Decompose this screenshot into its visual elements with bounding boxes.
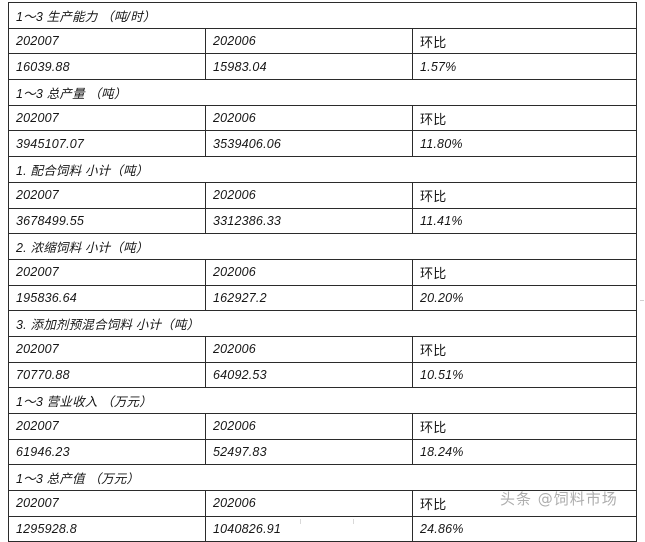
value-previous: 3312386.33 <box>205 207 413 235</box>
table-row: 16039.88 15983.04 1.57% <box>8 53 638 81</box>
value-current: 3678499.55 <box>8 207 206 235</box>
value-change: 11.80% <box>411 130 638 158</box>
value-current: 16039.88 <box>8 53 206 81</box>
section-title: 1～3 总产量 （吨） <box>7 79 638 106</box>
section-title: 1～3 营业收入 （万元） <box>7 387 638 414</box>
table-row: 1～3 营业收入 （万元） <box>7 387 638 414</box>
value-current: 70770.88 <box>8 361 206 389</box>
period-current-header: 202007 <box>8 27 206 55</box>
value-previous: 1040826.91 <box>205 515 413 542</box>
table-row: 1. 配合饲料 小计（吨） <box>7 156 638 183</box>
section-title: 2. 浓缩饲料 小计（吨） <box>7 233 638 260</box>
feed-industry-data-table: 1～3 生产能力 （吨/时） 202007 202006 环比 16039.88… <box>7 2 638 542</box>
period-current-header: 202007 <box>8 104 206 132</box>
table-row: 202007 202006 环比 <box>8 335 638 363</box>
table-row: 202007 202006 环比 <box>8 104 638 132</box>
table-row: 1～3 总产量 （吨） <box>7 79 638 106</box>
period-previous-header: 202006 <box>205 27 413 55</box>
change-header: 环比 <box>411 413 638 440</box>
change-header: 环比 <box>411 490 638 517</box>
table-row: 3945107.07 3539406.06 11.80% <box>8 130 638 158</box>
table-row: 3678499.55 3312386.33 11.41% <box>8 207 638 235</box>
table-row: 202007 202006 环比 <box>8 490 638 517</box>
section-title: 1～3 总产值 （万元） <box>7 464 638 492</box>
change-header: 环比 <box>411 335 638 363</box>
value-current: 1295928.8 <box>8 515 206 542</box>
value-change: 24.86% <box>411 515 638 542</box>
table-row: 1～3 生产能力 （吨/时） <box>7 2 638 29</box>
table-row: 1295928.8 1040826.91 24.86% <box>8 515 638 542</box>
period-current-header: 202007 <box>8 413 206 440</box>
table-row: 202007 202006 环比 <box>8 27 638 55</box>
period-previous-header: 202006 <box>205 413 413 440</box>
value-current: 195836.64 <box>8 284 206 312</box>
period-current-header: 202007 <box>8 258 206 286</box>
change-header: 环比 <box>411 181 638 209</box>
change-header: 环比 <box>411 258 638 286</box>
table-row: 1～3 总产值 （万元） <box>7 464 638 492</box>
table-row: 202007 202006 环比 <box>8 181 638 209</box>
period-current-header: 202007 <box>8 335 206 363</box>
table-row: 202007 202006 环比 <box>8 258 638 286</box>
period-current-header: 202007 <box>8 490 206 517</box>
section-title: 1. 配合饲料 小计（吨） <box>7 156 638 183</box>
period-previous-header: 202006 <box>205 104 413 132</box>
value-current: 61946.23 <box>8 438 206 466</box>
value-change: 1.57% <box>411 53 638 81</box>
value-change: 10.51% <box>411 361 638 389</box>
value-previous: 3539406.06 <box>205 130 413 158</box>
period-previous-header: 202006 <box>205 181 413 209</box>
value-previous: 52497.83 <box>205 438 413 466</box>
value-change: 18.24% <box>411 438 638 466</box>
table-body: 1～3 生产能力 （吨/时） 202007 202006 环比 16039.88… <box>7 2 638 542</box>
table-row: 2. 浓缩饲料 小计（吨） <box>7 233 638 260</box>
value-current: 3945107.07 <box>8 130 206 158</box>
value-change: 11.41% <box>411 207 638 235</box>
change-header: 环比 <box>411 104 638 132</box>
value-previous: 162927.2 <box>205 284 413 312</box>
period-previous-header: 202006 <box>205 335 413 363</box>
value-previous: 15983.04 <box>205 53 413 81</box>
table-row: 202007 202006 环比 <box>8 413 638 440</box>
value-change: 20.20% <box>411 284 638 312</box>
period-current-header: 202007 <box>8 181 206 209</box>
table-row: 70770.88 64092.53 10.51% <box>8 361 638 389</box>
right-margin-tick <box>640 300 644 301</box>
section-title: 1～3 生产能力 （吨/时） <box>7 2 638 29</box>
document-sheet: 1～3 生产能力 （吨/时） 202007 202006 环比 16039.88… <box>7 2 644 542</box>
period-previous-header: 202006 <box>205 490 413 517</box>
table-row: 3. 添加剂预混合饲料 小计（吨） <box>7 310 638 337</box>
value-previous: 64092.53 <box>205 361 413 389</box>
section-title: 3. 添加剂预混合饲料 小计（吨） <box>7 310 638 337</box>
table-row: 61946.23 52497.83 18.24% <box>8 438 638 466</box>
period-previous-header: 202006 <box>205 258 413 286</box>
change-header: 环比 <box>411 27 638 55</box>
table-row: 195836.64 162927.2 20.20% <box>8 284 638 312</box>
